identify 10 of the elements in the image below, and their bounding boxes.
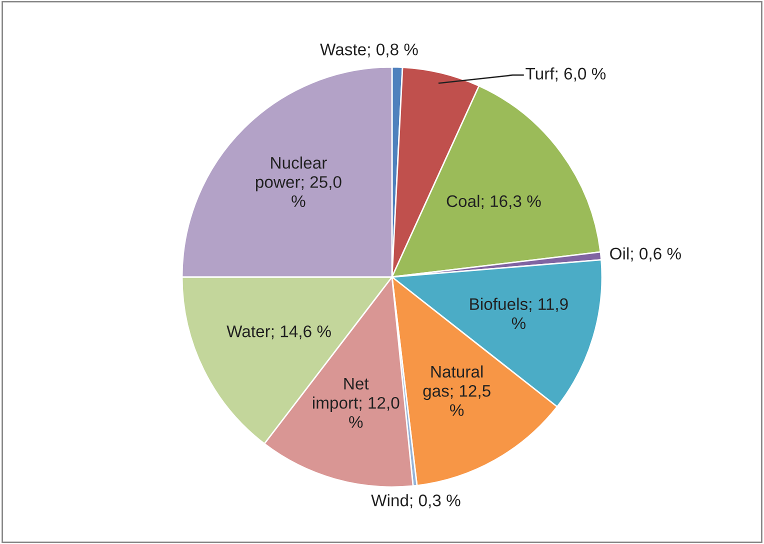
- slice-label: Turf; 6,0 %: [526, 67, 606, 82]
- slice-label: Nuclear power; 25,0 %: [256, 156, 342, 208]
- slice-label: Natural gas; 12,5 %: [423, 365, 490, 416]
- slice-label: Net import; 12,0 %: [313, 378, 400, 428]
- slice-label: Oil; 0,6 %: [610, 247, 681, 262]
- slice-label: Wind; 0,3 %: [371, 494, 460, 508]
- slice-label: Waste; 0,8 %: [320, 44, 418, 58]
- slice-label: Water; 14,6 %: [226, 325, 331, 340]
- slice-label: Biofuels; 11,9 %: [470, 298, 568, 330]
- slice-label: Coal; 16,3 %: [446, 194, 541, 210]
